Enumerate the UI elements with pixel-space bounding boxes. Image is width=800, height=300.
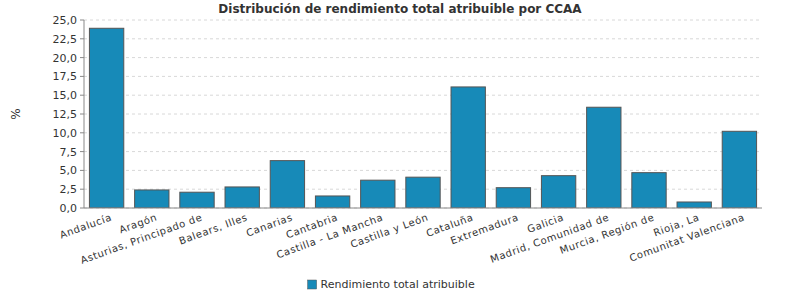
- bar: [541, 176, 575, 208]
- chart-svg: Distribución de rendimiento total atribu…: [0, 0, 800, 300]
- legend-swatch: [308, 280, 317, 289]
- y-tick: [80, 95, 84, 96]
- grid-line: [84, 114, 762, 115]
- legend-label: Rendimiento total atribuible: [321, 278, 475, 291]
- bar: [89, 28, 123, 208]
- y-tick-label: 22,5: [53, 33, 78, 46]
- bar: [677, 202, 711, 208]
- legend: Rendimiento total atribuible: [308, 278, 475, 291]
- y-tick-label: 25,0: [53, 14, 78, 27]
- x-tick-label: Andalucía: [58, 212, 113, 241]
- y-tick-label: 0,0: [60, 202, 78, 215]
- x-tick-label: Balears, Illes: [177, 212, 248, 247]
- grid-line: [84, 38, 762, 39]
- y-tick: [80, 20, 84, 21]
- y-tick-label: 17,5: [53, 70, 78, 83]
- grid-line: [84, 132, 762, 133]
- x-tick-label: Extremadura: [449, 212, 520, 247]
- chart-container: Distribución de rendimiento total atribu…: [0, 0, 800, 300]
- y-tick: [80, 132, 84, 133]
- bar: [135, 190, 169, 208]
- bar: [722, 131, 756, 208]
- y-tick: [80, 76, 84, 77]
- y-tick: [80, 114, 84, 115]
- y-tick: [80, 208, 84, 209]
- y-tick-label: 2,5: [60, 183, 78, 196]
- grid-line: [84, 95, 762, 96]
- x-tick-label: Castilla y León: [349, 212, 430, 250]
- y-tick: [80, 57, 84, 58]
- y-tick: [80, 151, 84, 152]
- x-axis: AndalucíaAragónAsturias, Principado deBa…: [58, 212, 746, 266]
- grid-line: [84, 57, 762, 58]
- bar: [587, 107, 621, 208]
- grid: [84, 20, 762, 208]
- y-axis-line: [84, 20, 85, 208]
- chart-title: Distribución de rendimiento total atribu…: [218, 2, 582, 16]
- grid-line: [84, 151, 762, 152]
- y-tick-label: 5,0: [60, 164, 78, 177]
- y-axis: 0,0 2,5 5,0 7,5 10,0 12,5 15,0 17,5 20,0 22,5 25,0: [53, 14, 85, 215]
- y-tick-label: 7,5: [60, 146, 78, 159]
- bar: [225, 187, 259, 208]
- bar: [361, 180, 395, 208]
- grid-line: [84, 76, 762, 77]
- bars: [89, 28, 756, 208]
- grid-line: [84, 208, 762, 209]
- bar: [270, 161, 304, 208]
- bar: [180, 192, 214, 208]
- y-tick-label: 10,0: [53, 127, 78, 140]
- grid-line: [84, 20, 762, 21]
- bar: [315, 196, 349, 208]
- bar: [451, 87, 485, 208]
- grid-line: [84, 170, 762, 171]
- bar: [406, 177, 440, 208]
- bar: [496, 188, 530, 208]
- y-tick: [80, 38, 84, 39]
- y-tick-label: 12,5: [53, 108, 78, 121]
- y-tick: [80, 189, 84, 190]
- x-tick-label: Comunitat Valenciana: [628, 212, 746, 264]
- y-axis-label: %: [9, 108, 23, 119]
- bar: [632, 173, 666, 208]
- y-tick-label: 15,0: [53, 89, 78, 102]
- y-tick-label: 20,0: [53, 52, 78, 65]
- x-axis-line: [84, 208, 762, 209]
- y-tick: [80, 170, 84, 171]
